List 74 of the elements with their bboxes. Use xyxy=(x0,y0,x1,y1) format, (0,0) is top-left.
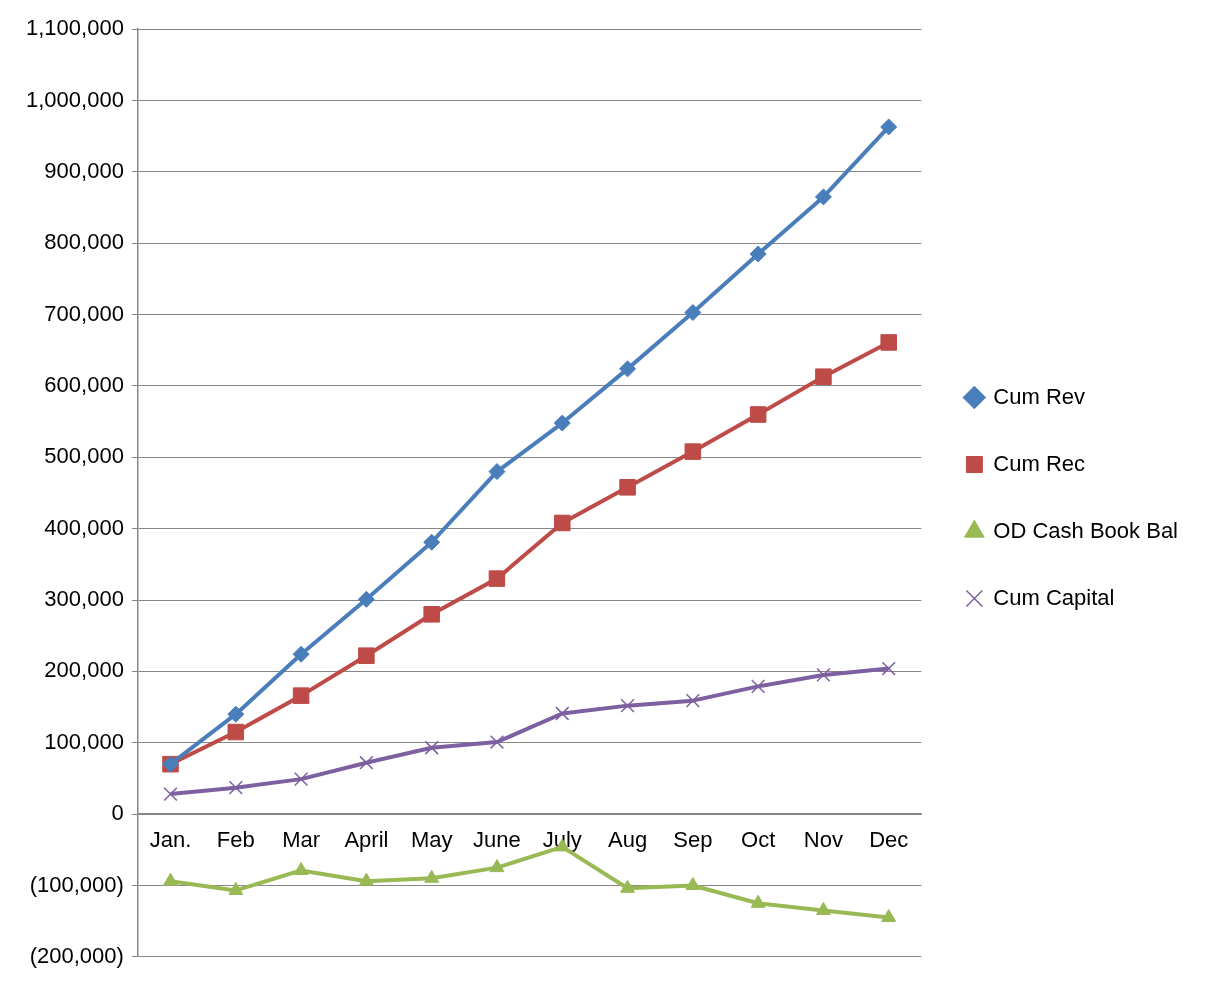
x-tick-label: April xyxy=(344,827,389,853)
point xyxy=(881,909,897,923)
point xyxy=(553,514,571,532)
point xyxy=(358,647,375,664)
y-tick-label: 900,000 xyxy=(44,157,124,183)
point xyxy=(555,706,570,721)
point xyxy=(357,590,375,608)
point xyxy=(423,606,440,623)
point xyxy=(684,443,702,460)
point xyxy=(358,872,374,886)
x-tick-label: Nov xyxy=(803,827,843,853)
x-tick-label: Jan. xyxy=(149,827,192,853)
y-tick-label: 1,000,000 xyxy=(26,86,124,112)
point xyxy=(163,787,178,802)
point xyxy=(488,463,506,481)
x-tick-label: Oct xyxy=(741,827,776,853)
x-tick-label: Sep xyxy=(673,827,713,853)
point xyxy=(619,360,637,378)
point xyxy=(815,368,832,385)
point xyxy=(880,118,898,136)
x-tick-label: June xyxy=(473,827,521,853)
point xyxy=(489,859,505,873)
x-tick-label: Feb xyxy=(216,827,255,853)
y-tick-label: 600,000 xyxy=(44,372,124,398)
point xyxy=(553,414,571,432)
x-tick-label: Mar xyxy=(282,827,321,853)
point xyxy=(227,705,245,723)
point xyxy=(293,772,309,787)
point xyxy=(228,780,243,795)
legend-label: OD Cash Book Bal xyxy=(993,517,1178,543)
y-tick-label: 500,000 xyxy=(44,443,124,469)
y-tick-label: 0 xyxy=(111,800,124,826)
legend-label: Cum Capital xyxy=(993,584,1115,610)
point xyxy=(881,661,896,676)
point xyxy=(227,723,245,741)
point xyxy=(488,570,506,587)
point xyxy=(293,861,309,875)
point xyxy=(619,479,636,496)
y-tick-label: 1,100,000 xyxy=(26,15,124,41)
point xyxy=(816,667,831,683)
point xyxy=(424,740,439,755)
point xyxy=(814,188,832,206)
point xyxy=(620,879,635,893)
point xyxy=(880,334,897,351)
y-tick-label: 800,000 xyxy=(44,229,124,255)
point xyxy=(749,406,767,423)
point xyxy=(489,734,505,750)
x-tick-label: Aug xyxy=(607,827,648,853)
y-tick-label: 300,000 xyxy=(44,586,124,612)
y-tick-label: 700,000 xyxy=(44,300,124,326)
point xyxy=(685,876,701,890)
y-tick-label: (200,000) xyxy=(29,942,124,968)
point xyxy=(359,755,374,770)
legend-label: Cum Rec xyxy=(993,450,1086,476)
point xyxy=(423,533,441,551)
point xyxy=(750,894,766,908)
y-tick-label: 100,000 xyxy=(44,728,124,754)
point xyxy=(749,245,767,263)
point xyxy=(228,881,244,895)
y-tick-label: 200,000 xyxy=(44,657,124,683)
y-tick-label: 400,000 xyxy=(44,514,124,540)
point xyxy=(292,645,310,663)
point xyxy=(620,698,635,713)
point xyxy=(163,872,178,886)
x-tick-label: May xyxy=(410,827,453,853)
point xyxy=(424,869,440,883)
legend-label: Cum Rev xyxy=(993,383,1086,409)
point xyxy=(292,687,310,704)
point xyxy=(684,303,702,321)
point xyxy=(816,901,831,915)
point xyxy=(751,679,766,694)
y-tick-label: (100,000) xyxy=(29,871,124,897)
point xyxy=(685,693,700,708)
x-tick-label: Dec xyxy=(869,827,909,853)
